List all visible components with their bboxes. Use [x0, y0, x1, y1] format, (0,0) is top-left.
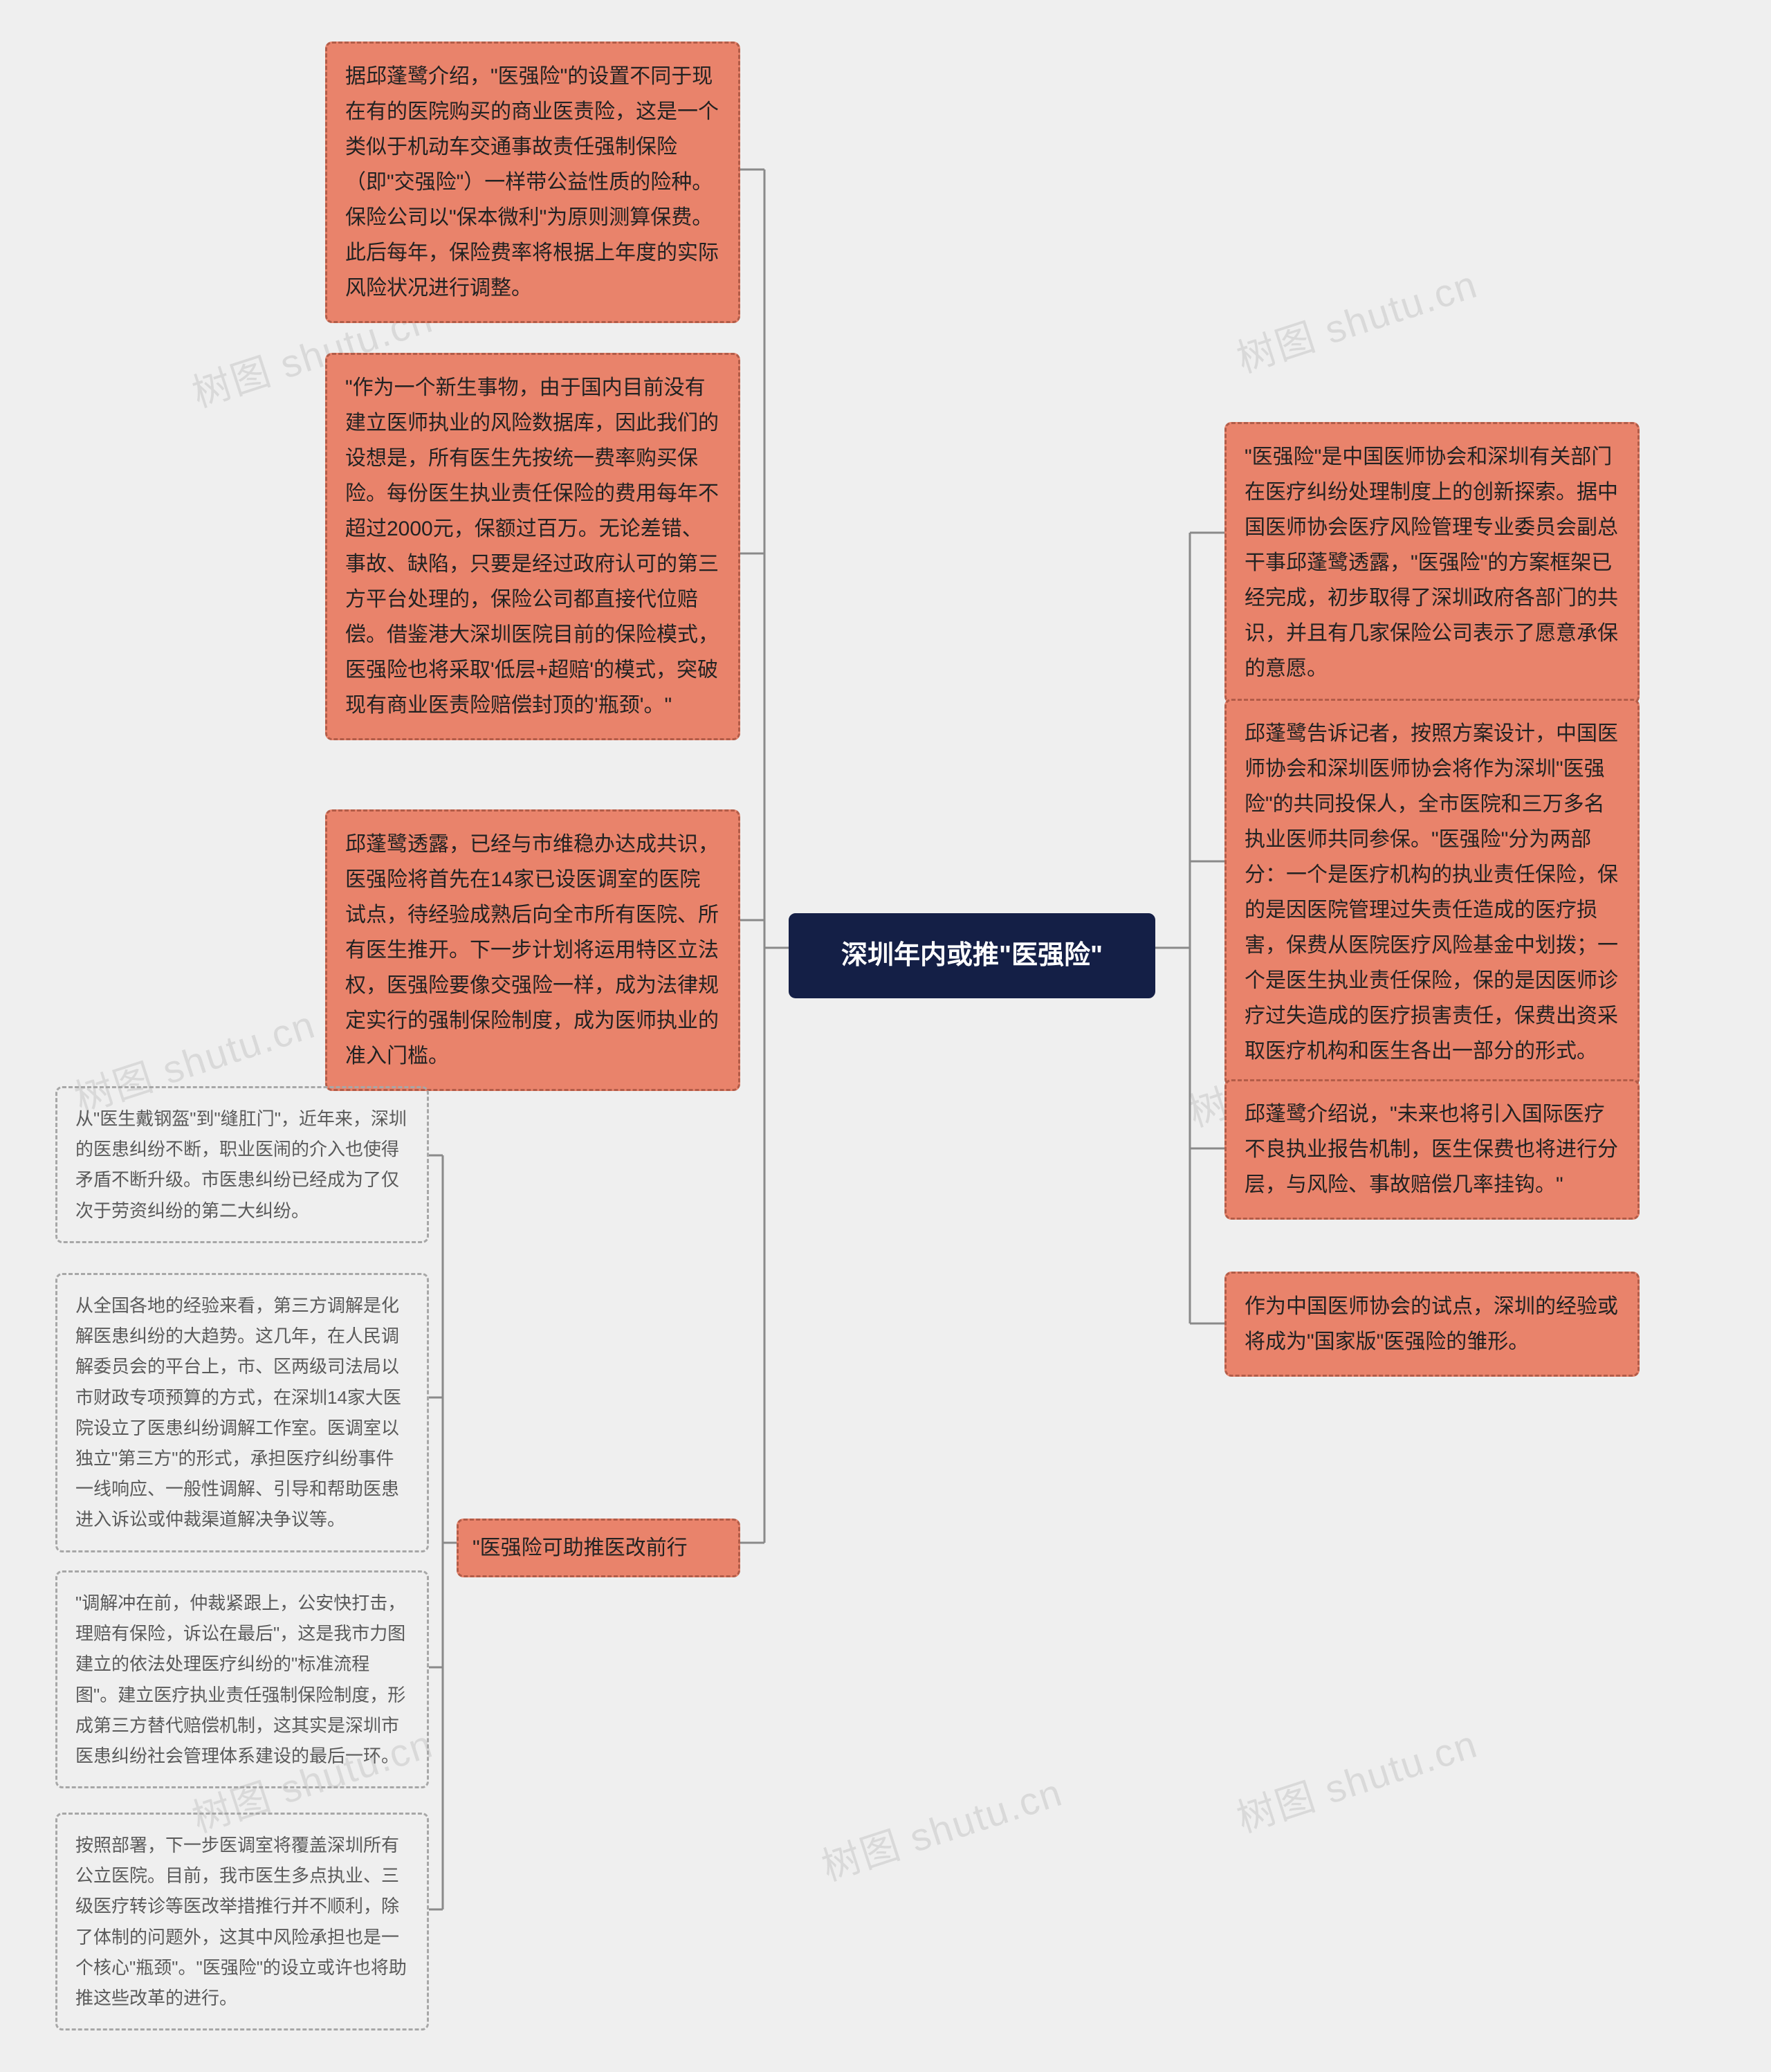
sub-node-4: 按照部署，下一步医调室将覆盖深圳所有公立医院。目前，我市医生多点执业、三级医疗转…	[55, 1813, 429, 2030]
watermark: 树图 shutu.cn	[1229, 253, 1484, 384]
center-node: 深圳年内或推"医强险"	[789, 913, 1155, 998]
watermark: 树图 shutu.cn	[1229, 1713, 1484, 1844]
watermark: 树图 shutu.cn	[814, 1761, 1069, 1892]
sub-node-1: 从"医生戴钢盔"到"缝肛门"，近年来，深圳的医患纠纷不断，职业医闹的介入也使得矛…	[55, 1086, 429, 1243]
left-node-3: 邱蓬鹭透露，已经与市维稳办达成共识，医强险将首先在14家已设医调室的医院试点，待…	[325, 809, 740, 1091]
right-node-3: 邱蓬鹭介绍说，"未来也将引入国际医疗不良执业报告机制，医生保费也将进行分层，与风…	[1224, 1079, 1640, 1220]
left-node-1: 据邱蓬鹭介绍，"医强险"的设置不同于现在有的医院购买的商业医责险，这是一个类似于…	[325, 42, 740, 323]
sub-node-2: 从全国各地的经验来看，第三方调解是化解医患纠纷的大趋势。这几年，在人民调解委员会…	[55, 1273, 429, 1552]
right-node-1: "医强险"是中国医师协会和深圳有关部门在医疗纠纷处理制度上的创新探索。据中国医师…	[1224, 422, 1640, 704]
left-node-2: "作为一个新生事物，由于国内目前没有建立医师执业的风险数据库，因此我们的设想是，…	[325, 353, 740, 740]
right-node-2: 邱蓬鹭告诉记者，按照方案设计，中国医师协会和深圳医师协会将作为深圳"医强险"的共…	[1224, 699, 1640, 1086]
right-node-4: 作为中国医师协会的试点，深圳的经验或将成为"国家版"医强险的雏形。	[1224, 1272, 1640, 1377]
sub-node-3: "调解冲在前，仲裁紧跟上，公安快打击，理赔有保险，诉讼在最后"，这是我市力图建立…	[55, 1570, 429, 1788]
left-node-4-label: "医强险可助推医改前行	[457, 1519, 740, 1577]
